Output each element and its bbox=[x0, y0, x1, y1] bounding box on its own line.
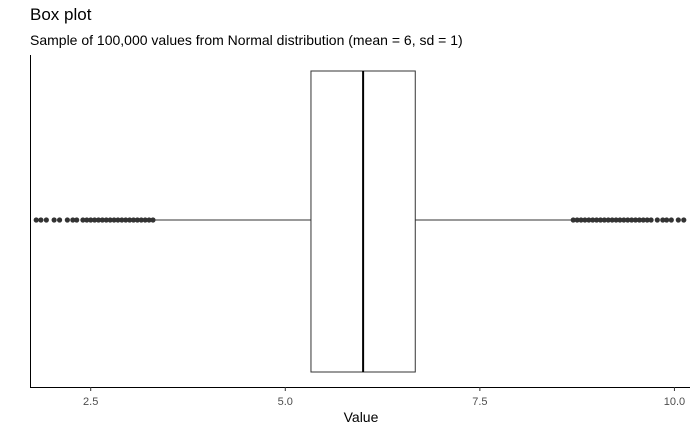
outlier-point bbox=[134, 217, 141, 223]
outlier-point bbox=[115, 217, 121, 223]
outlier-point bbox=[636, 217, 643, 223]
outlier-point bbox=[668, 217, 674, 223]
outlier-point bbox=[640, 217, 646, 223]
outlier-point bbox=[150, 217, 156, 223]
outlier-point bbox=[609, 217, 615, 223]
outlier-point bbox=[51, 217, 57, 223]
outlier-point bbox=[146, 217, 152, 223]
outlier-point bbox=[127, 217, 133, 223]
outlier-point bbox=[56, 217, 63, 223]
outlier-point bbox=[613, 217, 619, 223]
outlier-point bbox=[629, 217, 635, 223]
outlier-point bbox=[601, 217, 607, 223]
outlier-point bbox=[648, 217, 654, 223]
chart-subtitle: Sample of 100,000 values from Normal dis… bbox=[30, 32, 463, 48]
outlier-point bbox=[681, 217, 687, 223]
outlier-point bbox=[574, 217, 580, 223]
outlier-point bbox=[70, 217, 76, 223]
outlier-point bbox=[644, 217, 650, 223]
x-tick-label: 10.0 bbox=[664, 396, 685, 408]
outlier-point bbox=[590, 217, 596, 223]
outlier-point bbox=[570, 217, 576, 223]
outlier-point bbox=[654, 217, 660, 223]
outlier-point bbox=[33, 217, 39, 223]
outlier-point bbox=[84, 217, 90, 223]
outlier-point bbox=[43, 217, 49, 223]
outlier-point bbox=[95, 217, 102, 223]
chart-title: Box plot bbox=[30, 5, 92, 24]
outlier-point bbox=[80, 217, 86, 223]
outlier-point bbox=[123, 217, 129, 223]
outlier-point bbox=[103, 217, 109, 223]
outlier-point bbox=[605, 217, 611, 223]
outlier-point bbox=[617, 217, 623, 223]
outlier-point bbox=[632, 217, 639, 223]
outlier-point bbox=[582, 217, 588, 223]
outlier-point bbox=[142, 217, 148, 223]
outlier-point bbox=[660, 217, 666, 223]
plot-area bbox=[33, 70, 687, 373]
outlier-point bbox=[594, 217, 600, 223]
outlier-point bbox=[99, 217, 105, 223]
outlier-point bbox=[586, 217, 592, 223]
x-axis-title: Value bbox=[344, 409, 379, 425]
outlier-point bbox=[119, 217, 125, 223]
x-tick-label: 2.5 bbox=[83, 396, 98, 408]
x-axis-ticks: 2.5 5.0 7.5 10.0 bbox=[83, 387, 685, 408]
outlier-point bbox=[625, 217, 631, 223]
outlier-point bbox=[621, 217, 627, 223]
outlier-point bbox=[111, 217, 117, 223]
outlier-point bbox=[664, 217, 670, 223]
outlier-point bbox=[64, 217, 70, 223]
x-tick-label: 7.5 bbox=[472, 396, 487, 408]
outlier-point bbox=[130, 217, 137, 223]
outlier-point bbox=[578, 217, 584, 223]
outlier-point bbox=[107, 217, 113, 223]
outlier-point bbox=[91, 217, 98, 223]
outlier-point bbox=[38, 217, 44, 223]
x-tick-label: 5.0 bbox=[278, 396, 293, 408]
outlier-point bbox=[675, 217, 681, 223]
outlier-point bbox=[74, 217, 80, 223]
outlier-point bbox=[138, 217, 144, 223]
outlier-point bbox=[597, 217, 604, 223]
outlier-point bbox=[88, 217, 94, 223]
